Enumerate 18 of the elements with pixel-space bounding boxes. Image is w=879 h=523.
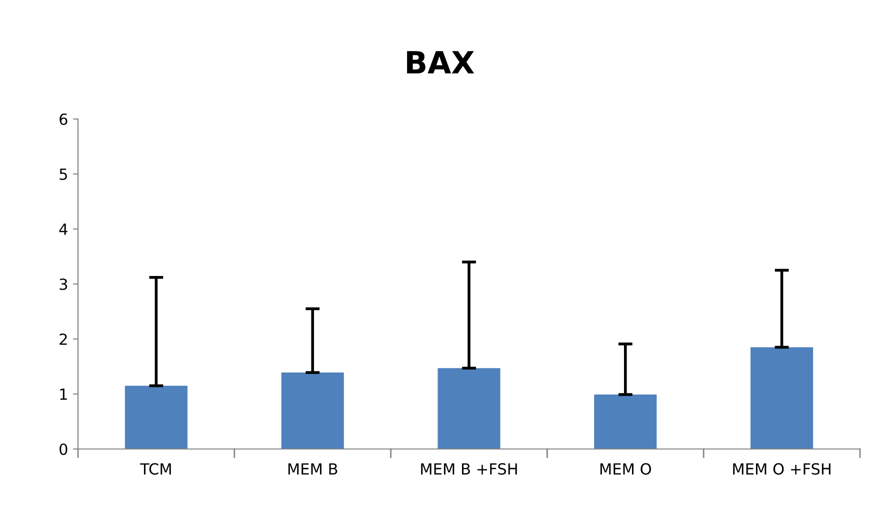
y-tick-label: 5 [60,168,67,180]
chart-title: BAX [407,51,474,74]
bar [438,368,500,449]
y-tick-label: 3 [60,278,68,290]
bar [281,372,344,449]
bar [750,347,814,449]
y-tick-label: 1 [60,388,67,400]
y-tick-label: 0 [60,443,68,456]
y-tick-label: 2 [60,333,67,345]
x-tick-label: MEM O [600,463,651,475]
x-tick-label: MEM B [288,463,338,474]
y-tick-label: 4 [59,224,68,235]
bar [124,386,188,449]
x-tick-label: TCM [140,463,171,475]
x-tick-label: MEM B +FSH [421,463,517,475]
x-tick-label: MEM O +FSH [733,463,830,475]
bar [594,394,657,449]
y-tick-label: 6 [60,113,68,126]
